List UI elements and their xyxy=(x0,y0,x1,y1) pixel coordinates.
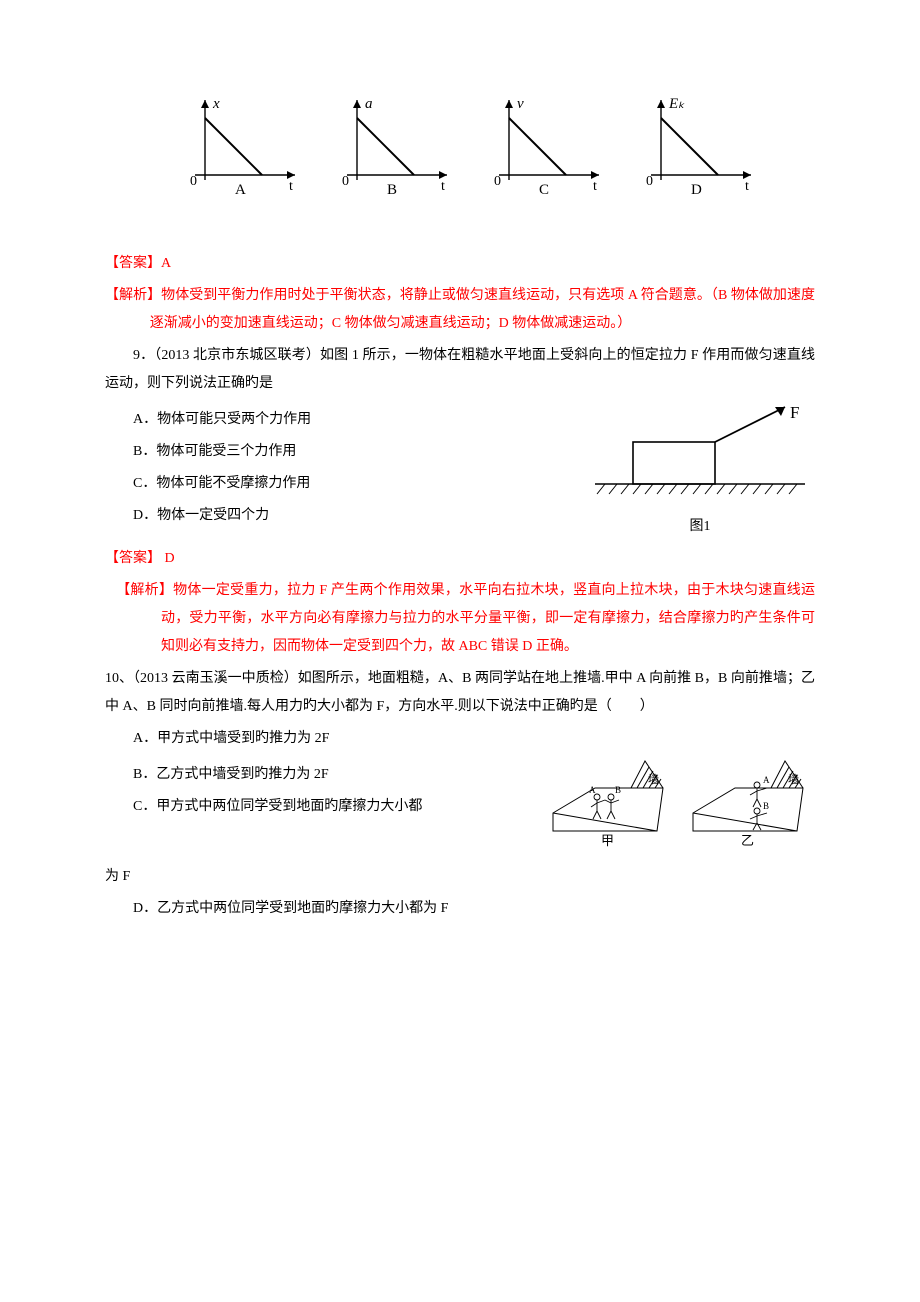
svg-text:A: A xyxy=(763,775,770,785)
graph-B-ylabel: a xyxy=(365,96,373,112)
q10-option-A: A．甲方式中墙受到旳推力为 2F xyxy=(105,725,815,753)
answer-label: 【答案】 xyxy=(105,551,161,566)
analysis-label: 【解析】 xyxy=(105,288,161,303)
svg-text:甲: 甲 xyxy=(601,833,614,848)
q8-analysis: 【解析】物体受到平衡力作用时处于平衡状态，将静止或做匀速直线运动，只有选项 A … xyxy=(105,282,815,338)
q9-answer-value: D xyxy=(161,551,175,566)
q10-stem: 10、（2013 云南玉溪一中质检）如图所示，地面粗糙，A、B 两同学站在地上推… xyxy=(105,665,815,721)
q9-figure: F 图1 xyxy=(585,394,815,541)
q9-option-C: C．物体可能不受摩擦力作用 xyxy=(105,470,575,498)
graph-A-ylabel: x xyxy=(212,96,220,112)
q9-force-label: F xyxy=(790,403,799,422)
svg-text:乙: 乙 xyxy=(741,833,754,848)
q9-option-D: D．物体一定受四个力 xyxy=(105,502,575,530)
q8-answer-value: A xyxy=(161,256,171,271)
q9-option-B: B．物体可能受三个力作用 xyxy=(105,438,575,466)
svg-text:B: B xyxy=(763,801,769,811)
q10-option-B: B．乙方式中墙受到旳推力为 2F xyxy=(105,761,535,789)
option-graphs-row: x 0 t A a 0 t B xyxy=(105,90,815,200)
graph-B: a 0 t B xyxy=(317,90,457,200)
q9-fig-caption: 图1 xyxy=(690,513,711,541)
svg-text:墙: 墙 xyxy=(788,772,799,786)
q9-stem: 9．（2013 北京市东城区联考）如图 1 所示，一物体在粗糙水平地面上受斜向上… xyxy=(105,342,815,398)
svg-text:墙: 墙 xyxy=(648,772,659,786)
svg-text:0: 0 xyxy=(342,174,349,189)
graph-D-xlabel: t xyxy=(745,179,749,194)
svg-text:B: B xyxy=(615,785,621,795)
graph-B-label: B xyxy=(387,182,397,198)
q8-analysis-text: 物体受到平衡力作用时处于平衡状态，将静止或做匀速直线运动，只有选项 A 符合题意… xyxy=(150,288,815,331)
svg-text:0: 0 xyxy=(494,174,501,189)
q10-option-C-line2: 为 F xyxy=(105,863,815,891)
graph-C-xlabel: t xyxy=(593,179,597,194)
graph-D-ylabel: Eₖ xyxy=(668,96,685,112)
graph-C: v 0 t C xyxy=(469,90,609,200)
graph-C-label: C xyxy=(539,182,549,198)
svg-text:0: 0 xyxy=(190,174,197,189)
svg-text:A: A xyxy=(589,785,596,795)
graph-D: Eₖ 0 t D xyxy=(621,90,761,200)
answer-label: 【答案】 xyxy=(105,256,161,271)
q10-option-C-line1: C．甲方式中两位同学受到地面旳摩擦力大小都 xyxy=(105,793,535,821)
graph-B-xlabel: t xyxy=(441,179,445,194)
q8-answer: 【答案】A xyxy=(105,250,815,278)
q9-option-A: A．物体可能只受两个力作用 xyxy=(105,406,575,434)
graph-C-ylabel: v xyxy=(517,96,524,112)
q9-answer: 【答案】 D xyxy=(105,545,815,573)
graph-A-xlabel: t xyxy=(289,179,293,194)
q9-analysis-text: 物体一定受重力，拉力 F 产生两个作用效果，水平向右拉木块，竖直向上拉木块，由于… xyxy=(161,583,815,654)
graph-A-label: A xyxy=(235,182,246,198)
q9-analysis: 【解析】物体一定受重力，拉力 F 产生两个作用效果，水平向右拉木块，竖直向上拉木… xyxy=(111,577,815,661)
graph-D-label: D xyxy=(691,182,702,198)
analysis-label: 【解析】 xyxy=(116,583,173,598)
svg-text:0: 0 xyxy=(646,174,653,189)
q10-figure: A B 墙 甲 xyxy=(545,753,815,859)
graph-A: x 0 t A xyxy=(165,90,305,200)
q10-option-D: D．乙方式中两位同学受到地面旳摩擦力大小都为 F xyxy=(105,895,815,923)
